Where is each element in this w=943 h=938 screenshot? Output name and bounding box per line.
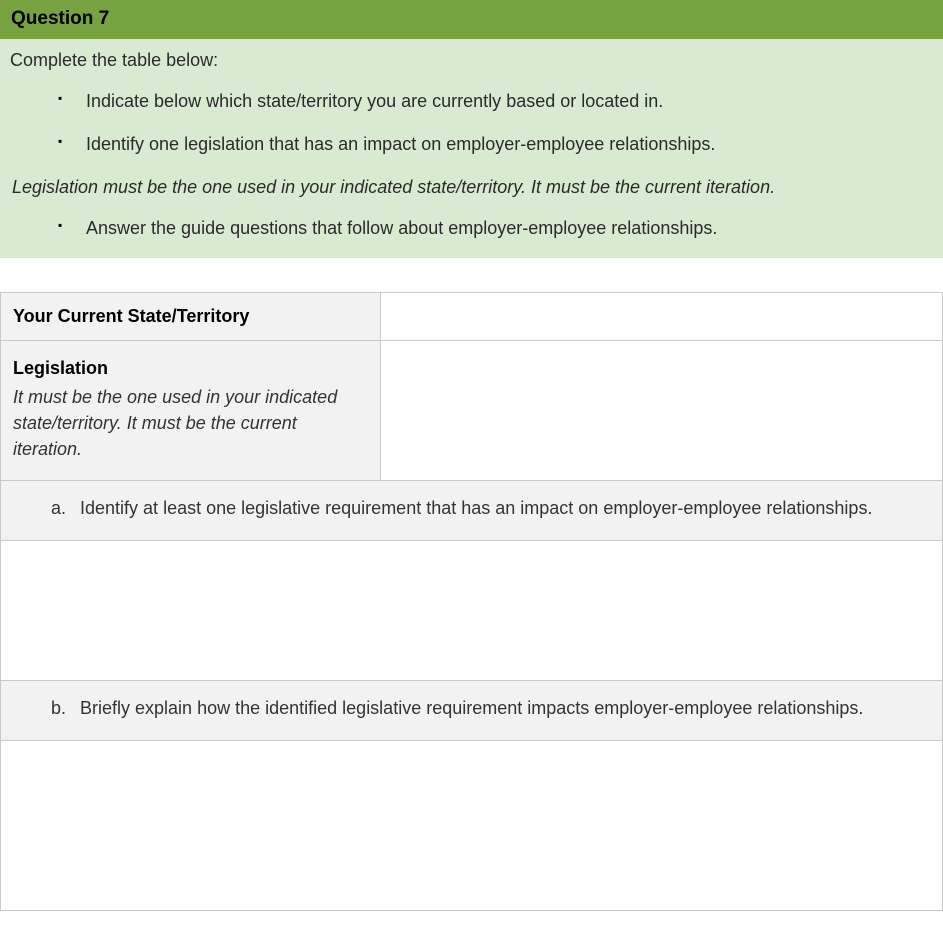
- table-row: a. Identify at least one legislative req…: [1, 480, 943, 540]
- question-title: Question 7: [11, 8, 109, 29]
- table-row: Your Current State/Territory: [1, 292, 943, 340]
- instructions-list-bottom: Answer the guide questions that follow a…: [10, 215, 933, 242]
- instructions-block: Complete the table below: Indicate below…: [0, 39, 943, 258]
- list-item: Indicate below which state/territory you…: [58, 88, 933, 115]
- question-b-cell: b. Briefly explain how the identified le…: [1, 680, 943, 740]
- question-b-text: Briefly explain how the identified legis…: [80, 695, 930, 722]
- legislation-sublabel: It must be the one used in your indicate…: [13, 384, 368, 462]
- bullet-text: Answer the guide questions that follow a…: [86, 218, 717, 238]
- table-row: [1, 540, 943, 680]
- state-territory-input-cell[interactable]: [381, 292, 943, 340]
- answer-a-input-cell[interactable]: [1, 540, 943, 680]
- question-a-cell: a. Identify at least one legislative req…: [1, 480, 943, 540]
- question-a-letter: a.: [51, 495, 66, 522]
- answer-table: Your Current State/Territory Legislation…: [0, 292, 943, 911]
- page-container: Question 7 Complete the table below: Ind…: [0, 0, 943, 911]
- question-a-text: Identify at least one legislative requir…: [80, 495, 930, 522]
- legislation-label-cell: Legislation It must be the one used in y…: [1, 340, 381, 480]
- instructions-intro: Complete the table below:: [10, 47, 933, 74]
- question-b-letter: b.: [51, 695, 66, 722]
- question-header: Question 7: [0, 0, 943, 39]
- state-territory-label: Your Current State/Territory: [13, 306, 249, 326]
- spacer: [0, 258, 943, 292]
- table-row: Legislation It must be the one used in y…: [1, 340, 943, 480]
- question-a-wrap: a. Identify at least one legislative req…: [13, 495, 930, 522]
- table-row: b. Briefly explain how the identified le…: [1, 680, 943, 740]
- list-item: Answer the guide questions that follow a…: [58, 215, 933, 242]
- table-row: [1, 740, 943, 910]
- question-b-wrap: b. Briefly explain how the identified le…: [13, 695, 930, 722]
- instructions-list-top: Indicate below which state/territory you…: [10, 88, 933, 158]
- state-territory-label-cell: Your Current State/Territory: [1, 292, 381, 340]
- bullet-text: Identify one legislation that has an imp…: [86, 134, 715, 154]
- legislation-input-cell[interactable]: [381, 340, 943, 480]
- bullet-text: Indicate below which state/territory you…: [86, 91, 663, 111]
- list-item: Identify one legislation that has an imp…: [58, 131, 933, 158]
- instructions-note: Legislation must be the one used in your…: [10, 174, 933, 201]
- legislation-label: Legislation: [13, 358, 108, 378]
- answer-b-input-cell[interactable]: [1, 740, 943, 910]
